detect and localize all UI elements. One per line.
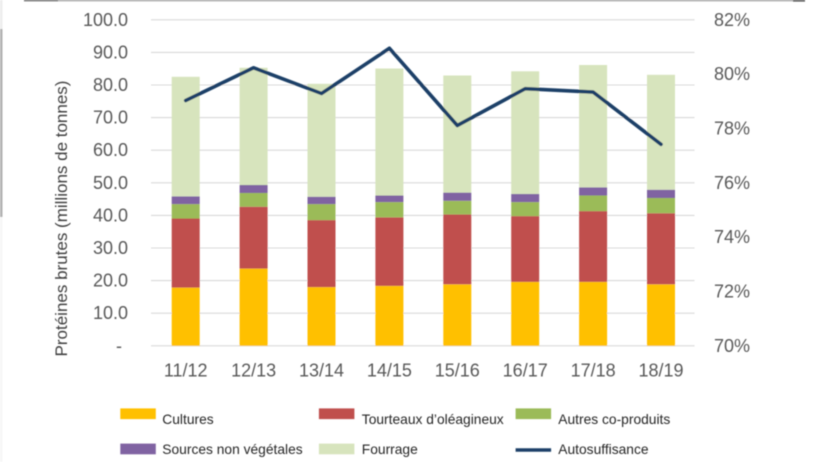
svg-text:11/12: 11/12 [164, 361, 208, 381]
svg-text:13/14: 13/14 [299, 361, 344, 381]
svg-text:70%: 70% [714, 336, 750, 356]
svg-text:40.0: 40.0 [93, 205, 128, 225]
svg-text:18/19: 18/19 [638, 361, 683, 381]
svg-text:80.0: 80.0 [93, 75, 128, 95]
svg-text:82%: 82% [714, 10, 750, 30]
svg-text:72%: 72% [714, 282, 750, 302]
svg-text:50.0: 50.0 [93, 173, 128, 193]
svg-text:74%: 74% [714, 227, 750, 247]
svg-text:Cultures: Cultures [162, 412, 213, 427]
svg-text:78%: 78% [714, 119, 750, 139]
svg-text:100.0: 100.0 [83, 10, 128, 30]
svg-text:Autosuffisance: Autosuffisance [558, 442, 649, 457]
svg-text:12/13: 12/13 [231, 361, 276, 381]
svg-text:Tourteaux d’oléagineux: Tourteaux d’oléagineux [362, 412, 504, 427]
svg-text:Autres co-produits: Autres co-produits [558, 412, 670, 427]
svg-text:-: - [116, 336, 122, 356]
svg-text:80%: 80% [714, 64, 750, 84]
svg-text:70.0: 70.0 [93, 108, 128, 128]
svg-text:16/17: 16/17 [503, 361, 548, 381]
svg-text:20.0: 20.0 [93, 271, 128, 291]
svg-text:14/15: 14/15 [367, 361, 412, 381]
svg-text:10.0: 10.0 [93, 303, 128, 323]
svg-text:30.0: 30.0 [93, 238, 128, 258]
svg-text:90.0: 90.0 [93, 42, 128, 62]
svg-text:60.0: 60.0 [93, 140, 128, 160]
svg-text:Sources non végétales: Sources non végétales [162, 442, 302, 457]
svg-text:15/16: 15/16 [435, 361, 480, 381]
svg-text:76%: 76% [714, 173, 750, 193]
svg-text:17/18: 17/18 [571, 361, 616, 381]
svg-text:Fourrage: Fourrage [362, 442, 418, 457]
svg-text:Protéines brutes (millions de: Protéines brutes (millions de tonnes) [52, 81, 71, 357]
